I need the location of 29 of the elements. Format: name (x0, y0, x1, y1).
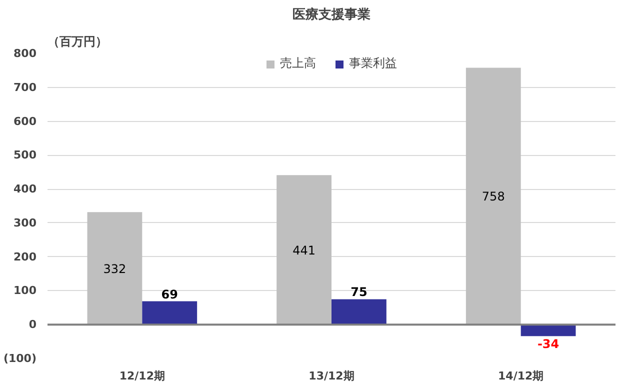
bar (276, 175, 332, 325)
data-label: 441 (292, 243, 316, 258)
y-tick-label: 600 (14, 114, 37, 128)
bar (466, 68, 521, 325)
data-label: 69 (161, 287, 178, 302)
data-label: 332 (103, 262, 126, 276)
y-tick-label: 0 (28, 318, 37, 332)
y-tick-label: 400 (14, 182, 37, 196)
bar (87, 212, 142, 325)
data-label: 758 (482, 190, 505, 204)
bar (520, 324, 576, 336)
y-tick-label: 500 (14, 148, 37, 162)
y-tick-label: 700 (14, 80, 37, 94)
x-tick-label: 14/12期 (498, 370, 544, 382)
x-tick-label: 13/12期 (308, 370, 354, 382)
y-tick-label: 300 (14, 216, 37, 230)
y-tick-label: (100) (3, 352, 37, 365)
y-tick-label: 800 (14, 47, 37, 60)
data-label: 75 (350, 285, 368, 300)
y-axis-title: （百万円） (48, 34, 108, 48)
bar (332, 299, 386, 325)
bar (142, 301, 198, 325)
legend-label: 事業利益 (349, 55, 397, 72)
data-label: -34 (537, 337, 560, 352)
legend-label: 売上高 (280, 55, 316, 72)
y-tick-label: 200 (14, 250, 37, 264)
y-tick-label: 100 (14, 284, 37, 298)
x-tick-label: 12/12期 (119, 370, 165, 382)
chart-title: 医療支援事業 (292, 6, 370, 22)
